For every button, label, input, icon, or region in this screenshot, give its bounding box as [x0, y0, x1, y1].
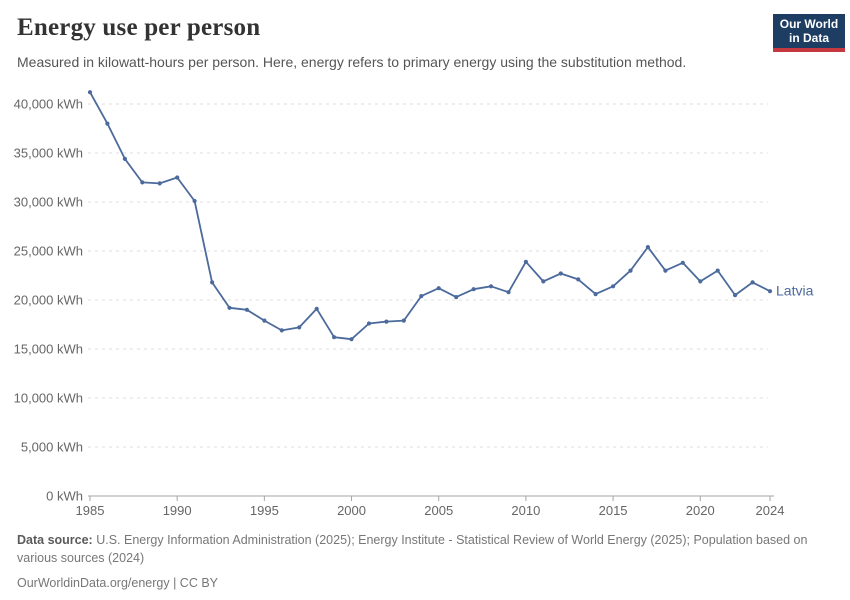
data-point[interactable]: [87, 90, 93, 95]
y-axis-tick-label: 25,000 kWh: [14, 244, 83, 259]
data-point[interactable]: [593, 292, 598, 297]
owid-logo-line2: in Data: [788, 31, 829, 45]
data-source-label: Data source:: [17, 533, 93, 547]
data-point[interactable]: [576, 277, 581, 282]
y-axis-tick-label: 30,000 kWh: [14, 195, 83, 210]
data-point[interactable]: [558, 271, 563, 276]
data-point[interactable]: [105, 121, 110, 126]
owid-logo-line1: Our World: [779, 17, 839, 31]
x-axis-tick-label: 2015: [599, 503, 628, 518]
y-axis-tick-label: 5,000 kWh: [21, 440, 83, 455]
y-axis-tick-label: 15,000 kWh: [14, 342, 83, 357]
data-point[interactable]: [488, 284, 494, 289]
data-point[interactable]: [210, 280, 215, 285]
y-axis-tick-label: 35,000 kWh: [14, 146, 83, 161]
data-point[interactable]: [523, 259, 529, 264]
data-point[interactable]: [454, 295, 459, 300]
data-point[interactable]: [279, 328, 284, 333]
y-axis-tick-label: 20,000 kWh: [14, 293, 83, 308]
data-point[interactable]: [175, 175, 180, 180]
data-point[interactable]: [471, 287, 476, 292]
x-axis-tick-label: 2024: [756, 503, 785, 518]
chart-subtitle: Measured in kilowatt-hours per person. H…: [17, 54, 687, 70]
data-point[interactable]: [611, 284, 616, 289]
data-point[interactable]: [140, 180, 145, 185]
data-point[interactable]: [663, 268, 668, 273]
x-axis-tick-label: 2010: [511, 503, 540, 518]
data-point[interactable]: [680, 260, 685, 265]
data-point[interactable]: [122, 156, 127, 161]
y-axis-tick-label: 40,000 kWh: [14, 97, 83, 112]
data-point[interactable]: [157, 181, 162, 186]
data-point[interactable]: [401, 318, 406, 323]
x-axis-tick-label: 2000: [337, 503, 366, 518]
data-point[interactable]: [332, 335, 337, 340]
data-point[interactable]: [750, 280, 755, 285]
data-point[interactable]: [349, 337, 354, 342]
data-point[interactable]: [645, 245, 651, 250]
x-axis-tick-label: 2020: [686, 503, 715, 518]
data-point[interactable]: [715, 268, 720, 273]
chart-footer: Data source: U.S. Energy Information Adm…: [17, 531, 817, 592]
x-axis-tick-label: 1990: [163, 503, 192, 518]
owid-link[interactable]: OurWorldinData.org/energy | CC BY: [17, 576, 219, 590]
line-chart-canvas[interactable]: 0 kWh 5,000 kWh 10,000 kWh 15,000 kWh 20,000…: [0, 0, 850, 530]
data-point[interactable]: [227, 305, 232, 310]
y-axis-tick-label: 0 kWh: [46, 489, 83, 504]
data-point[interactable]: [698, 279, 703, 284]
y-axis-tick-label: 10,000 kWh: [14, 391, 83, 406]
x-axis-tick-label: 1985: [76, 503, 105, 518]
data-point[interactable]: [767, 289, 773, 294]
data-point[interactable]: [628, 268, 633, 273]
data-point[interactable]: [436, 286, 441, 291]
data-point[interactable]: [366, 321, 372, 326]
data-point[interactable]: [541, 279, 546, 284]
page-title: Energy use per person: [17, 14, 261, 41]
data-point[interactable]: [506, 290, 511, 295]
data-point[interactable]: [244, 307, 249, 312]
data-line-latvia: [89, 91, 771, 341]
data-point[interactable]: [384, 319, 389, 324]
data-point[interactable]: [297, 325, 302, 330]
data-point[interactable]: [419, 294, 424, 299]
owid-logo[interactable]: Our World in Data: [773, 14, 845, 52]
series-label-latvia[interactable]: Latvia: [776, 283, 814, 299]
x-axis-tick-label: 1995: [250, 503, 279, 518]
data-point[interactable]: [262, 318, 267, 323]
data-point[interactable]: [733, 293, 738, 298]
x-axis-tick-label: 2005: [424, 503, 453, 518]
data-point[interactable]: [192, 198, 197, 204]
data-source-line: Data source: U.S. Energy Information Adm…: [17, 531, 817, 567]
data-point[interactable]: [314, 306, 319, 311]
data-source-text: U.S. Energy Information Administration (…: [17, 533, 808, 565]
